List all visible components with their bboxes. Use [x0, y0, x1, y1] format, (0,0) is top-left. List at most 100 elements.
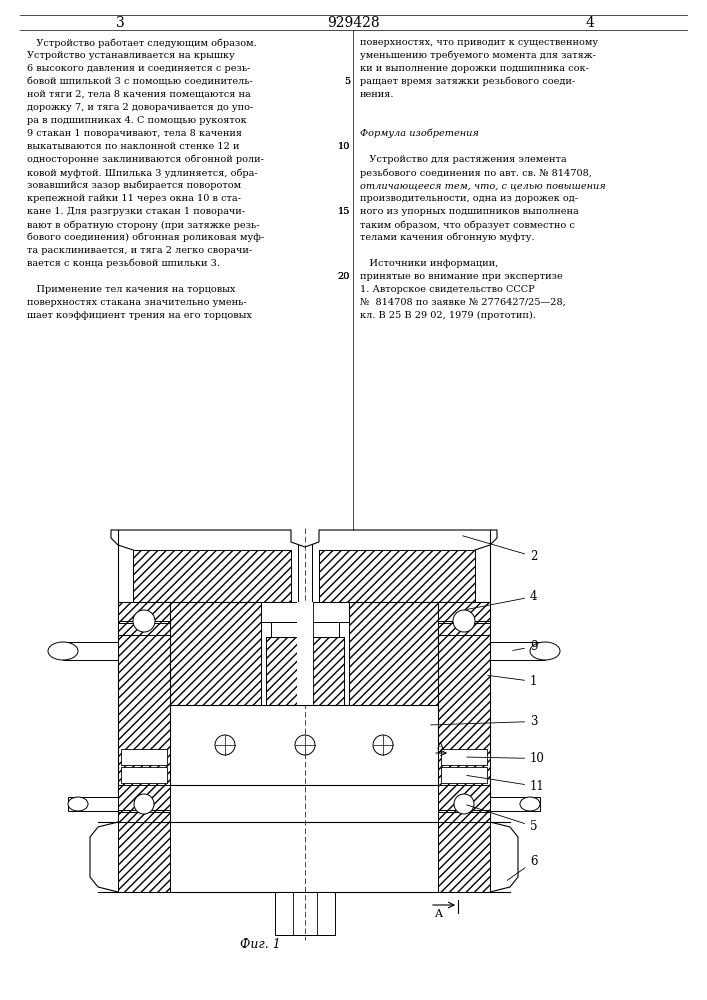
Text: таким образом, что образует совместно с: таким образом, что образует совместно с	[360, 220, 575, 230]
Text: №  814708 по заявке № 2776427/25—28,: № 814708 по заявке № 2776427/25—28,	[360, 298, 566, 307]
Bar	[118, 602, 170, 822]
Bar	[297, 602, 313, 705]
Text: 5: 5	[467, 805, 537, 833]
Bar	[275, 892, 335, 935]
Text: 6 высокого давления и соединяется с резь-: 6 высокого давления и соединяется с резь…	[27, 64, 250, 73]
Circle shape	[215, 735, 235, 755]
Text: отличающееся тем, что, с целью повышения: отличающееся тем, что, с целью повышения	[360, 181, 606, 190]
Text: ра в подшипниках 4. С помощью рукояток: ра в подшипниках 4. С помощью рукояток	[27, 116, 247, 125]
Text: 3: 3	[431, 715, 537, 728]
Bar	[170, 602, 261, 705]
Text: 9 стакан 1 поворачивают, тела 8 качения: 9 стакан 1 поворачивают, тела 8 качения	[27, 129, 242, 138]
Ellipse shape	[520, 797, 540, 811]
Bar	[68, 797, 118, 811]
Text: выкатываются по наклонной стенке 12 и: выкатываются по наклонной стенке 12 и	[27, 142, 240, 151]
Bar	[441, 749, 487, 765]
Text: принятые во внимание при экспертизе: принятые во внимание при экспертизе	[360, 272, 563, 281]
Text: ной тяги 2, тела 8 качения помещаются на: ной тяги 2, тела 8 качения помещаются на	[27, 90, 251, 99]
Bar	[118, 812, 170, 822]
Text: A: A	[436, 742, 443, 751]
Text: 1. Авторское свидетельство СССР: 1. Авторское свидетельство СССР	[360, 285, 534, 294]
Text: односторонне заклиниваются обгонной роли-: односторонне заклиниваются обгонной роли…	[27, 155, 264, 164]
Bar	[291, 550, 319, 602]
Text: Устройство устанавливается на крышку: Устройство устанавливается на крышку	[27, 51, 235, 60]
Bar	[121, 767, 167, 783]
Text: кл. В 25 В 29 02, 1979 (прототип).: кл. В 25 В 29 02, 1979 (прототип).	[360, 311, 536, 320]
Bar	[490, 797, 540, 811]
Text: 929428: 929428	[327, 16, 380, 30]
Text: крепежной гайки 11 через окна 10 в ста-: крепежной гайки 11 через окна 10 в ста-	[27, 194, 241, 203]
Bar	[121, 749, 167, 765]
Bar	[438, 602, 490, 621]
Text: 1: 1	[488, 675, 537, 688]
Text: Устройство для растяжения элемента: Устройство для растяжения элемента	[360, 155, 566, 164]
Text: Источники информации,: Источники информации,	[360, 259, 498, 268]
Bar	[266, 637, 344, 705]
Bar	[490, 642, 545, 660]
Text: уменьшению требуемого момента для затяж-: уменьшению требуемого момента для затяж-	[360, 51, 596, 60]
Bar	[133, 550, 291, 602]
Text: 10: 10	[467, 752, 545, 765]
Bar	[271, 622, 339, 637]
Bar	[438, 602, 490, 822]
Text: Устройство работает следующим образом.: Устройство работает следующим образом.	[27, 38, 257, 47]
Bar	[441, 767, 487, 783]
Text: 15: 15	[338, 207, 350, 216]
Ellipse shape	[48, 642, 78, 660]
Text: резьбового соединения по авт. св. № 814708,: резьбового соединения по авт. св. № 8147…	[360, 168, 592, 178]
Text: Формула изобретения: Формула изобретения	[360, 129, 479, 138]
Text: 11: 11	[467, 775, 545, 793]
Text: 15: 15	[338, 207, 350, 216]
Circle shape	[373, 735, 393, 755]
Bar	[118, 785, 170, 810]
Text: 3: 3	[116, 16, 124, 30]
Bar	[118, 623, 170, 635]
Text: 10: 10	[338, 142, 350, 151]
Text: A: A	[434, 909, 442, 919]
Text: 5: 5	[344, 77, 350, 86]
Text: бового соединения) обгонная роликовая муф-: бового соединения) обгонная роликовая му…	[27, 233, 264, 242]
Circle shape	[453, 610, 475, 632]
Text: 4: 4	[467, 590, 537, 609]
Circle shape	[295, 735, 315, 755]
Ellipse shape	[530, 642, 560, 660]
Text: вают в обратную сторону (при затяжке резь-: вают в обратную сторону (при затяжке рез…	[27, 220, 259, 230]
Text: 9: 9	[513, 640, 537, 653]
Bar	[170, 705, 438, 785]
Bar	[63, 642, 118, 660]
Bar	[438, 623, 490, 635]
Text: дорожку 7, и тяга 2 доворачивается до упо-: дорожку 7, и тяга 2 доворачивается до уп…	[27, 103, 253, 112]
Text: поверхностях стакана значительно умень-: поверхностях стакана значительно умень-	[27, 298, 247, 307]
Bar	[118, 822, 170, 892]
Circle shape	[454, 794, 474, 814]
Text: бовой шпилькой 3 с помощью соединитель-: бовой шпилькой 3 с помощью соединитель-	[27, 77, 252, 86]
Text: зовавшийся зазор выбирается поворотом: зовавшийся зазор выбирается поворотом	[27, 181, 241, 190]
Text: 2: 2	[462, 536, 537, 563]
Bar	[438, 785, 490, 810]
Text: 4: 4	[585, 16, 595, 30]
Text: вается с конца резьбовой шпильки 3.: вается с конца резьбовой шпильки 3.	[27, 259, 220, 268]
Text: кане 1. Для разгрузки стакан 1 поворачи-: кане 1. Для разгрузки стакан 1 поворачи-	[27, 207, 245, 216]
Text: шает коэффициент трения на его торцовых: шает коэффициент трения на его торцовых	[27, 311, 252, 320]
Text: 10: 10	[338, 142, 350, 151]
Text: Фиг. 1: Фиг. 1	[240, 938, 281, 951]
Bar	[438, 822, 490, 892]
Bar	[319, 550, 475, 602]
Text: производительности, одна из дорожек од-: производительности, одна из дорожек од-	[360, 194, 578, 203]
Text: 20: 20	[338, 272, 350, 281]
Text: нения.: нения.	[360, 90, 395, 99]
Bar	[118, 602, 170, 621]
Text: 20: 20	[338, 272, 350, 281]
Text: ки и выполнение дорожки подшипника сок-: ки и выполнение дорожки подшипника сок-	[360, 64, 589, 73]
Bar	[438, 812, 490, 822]
Text: 5: 5	[344, 77, 350, 86]
Text: 6: 6	[507, 855, 537, 880]
Ellipse shape	[68, 797, 88, 811]
Bar	[261, 602, 349, 622]
Text: ращает время затяжки резьбового соеди-: ращает время затяжки резьбового соеди-	[360, 77, 575, 87]
Text: ного из упорных подшипников выполнена: ного из упорных подшипников выполнена	[360, 207, 579, 216]
Text: ковой муфтой. Шпилька 3 удлиняется, обра-: ковой муфтой. Шпилька 3 удлиняется, обра…	[27, 168, 257, 178]
Circle shape	[134, 794, 154, 814]
Bar	[70, 530, 610, 950]
Text: телами качения обгонную муфту.: телами качения обгонную муфту.	[360, 233, 534, 242]
